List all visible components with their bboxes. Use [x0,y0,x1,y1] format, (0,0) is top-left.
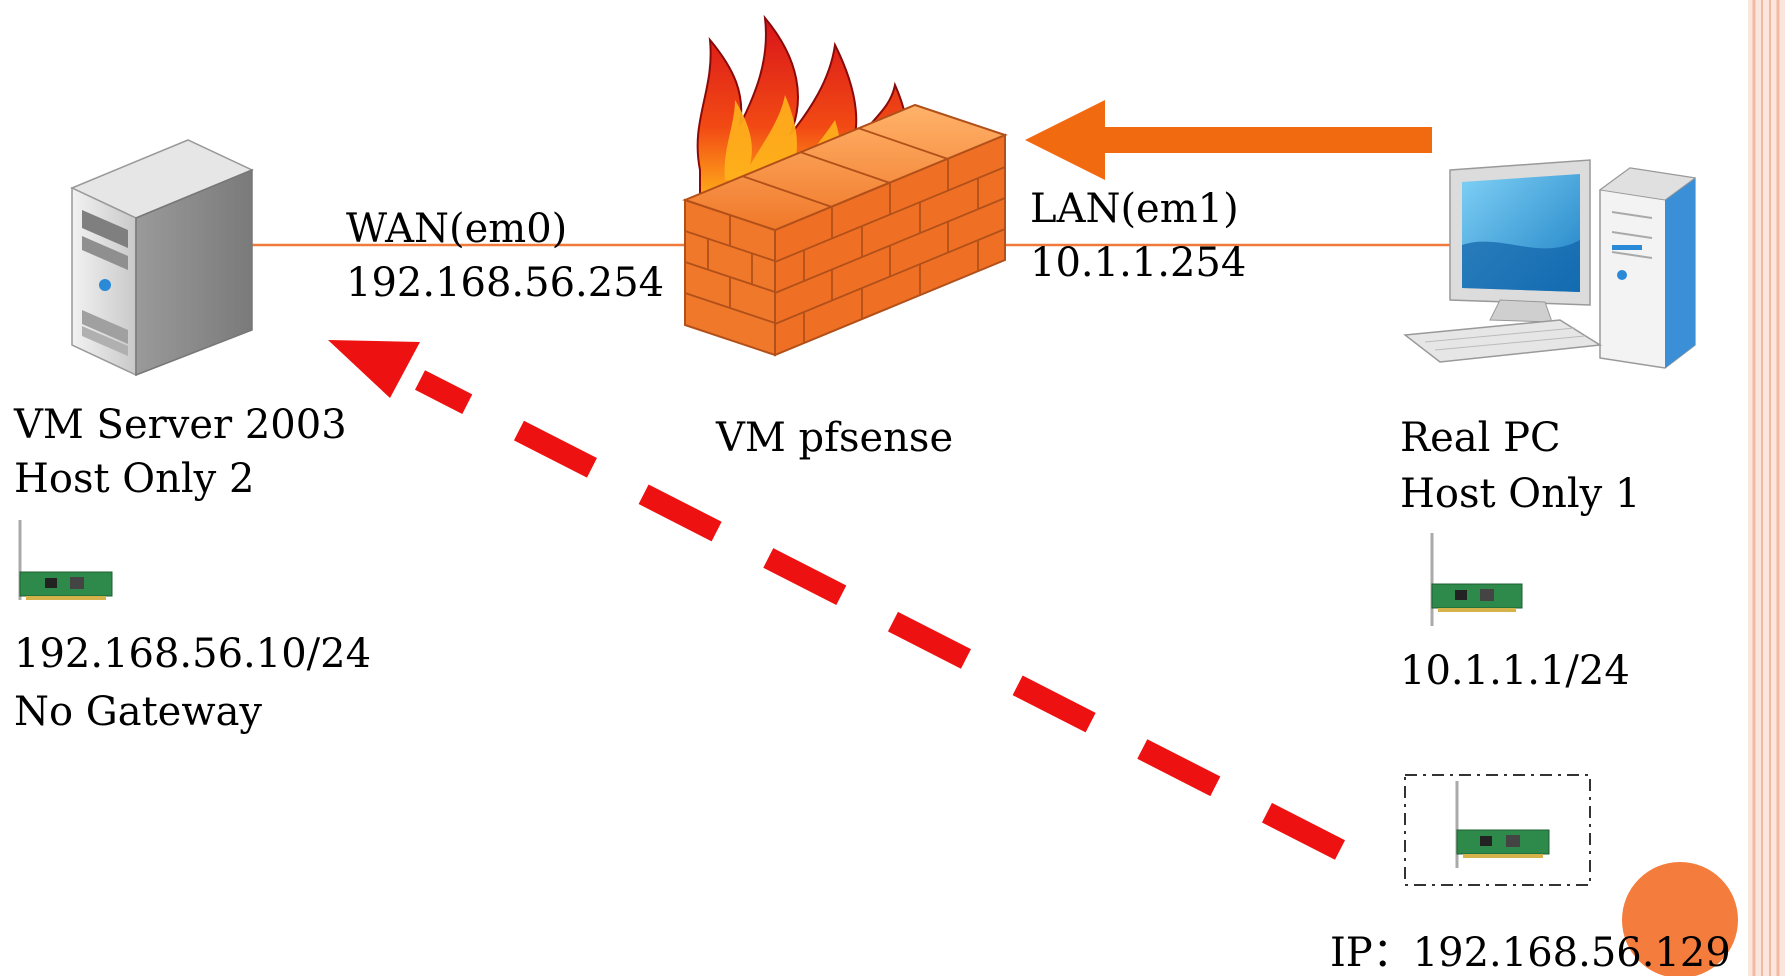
accent-circle [1622,862,1738,976]
lan-interface-name: LAN(em1) [1030,186,1239,232]
nic-extra-icon [1404,774,1591,886]
firewall-name-label: VM pfsense [716,415,954,461]
pc-name-label: Real PC [1400,415,1561,461]
server-network-label: Host Only 2 [14,456,255,502]
nic-server-icon [18,520,113,600]
sidebar-decoration [1748,0,1785,976]
server-name-label: VM Server 2003 [14,402,347,448]
wan-interface-name: WAN(em0) [346,206,568,252]
solid-arrow-pc-to-firewall [1025,100,1432,180]
pc-network-label: Host Only 1 [1400,471,1641,517]
nic-pc-icon [1430,533,1523,626]
dashed-arrow-extra-to-server [328,340,1346,860]
extra-nic-ip: IP：192.168.56.129 [1330,930,1731,976]
lan-interface-ip: 10.1.1.254 [1030,240,1247,286]
pc-nic-ip: 10.1.1.1/24 [1400,648,1630,694]
server-nic-gateway: No Gateway [14,689,263,735]
wan-interface-ip: 192.168.56.254 [346,260,665,306]
server-nic-ip: 192.168.56.10/24 [14,631,372,677]
